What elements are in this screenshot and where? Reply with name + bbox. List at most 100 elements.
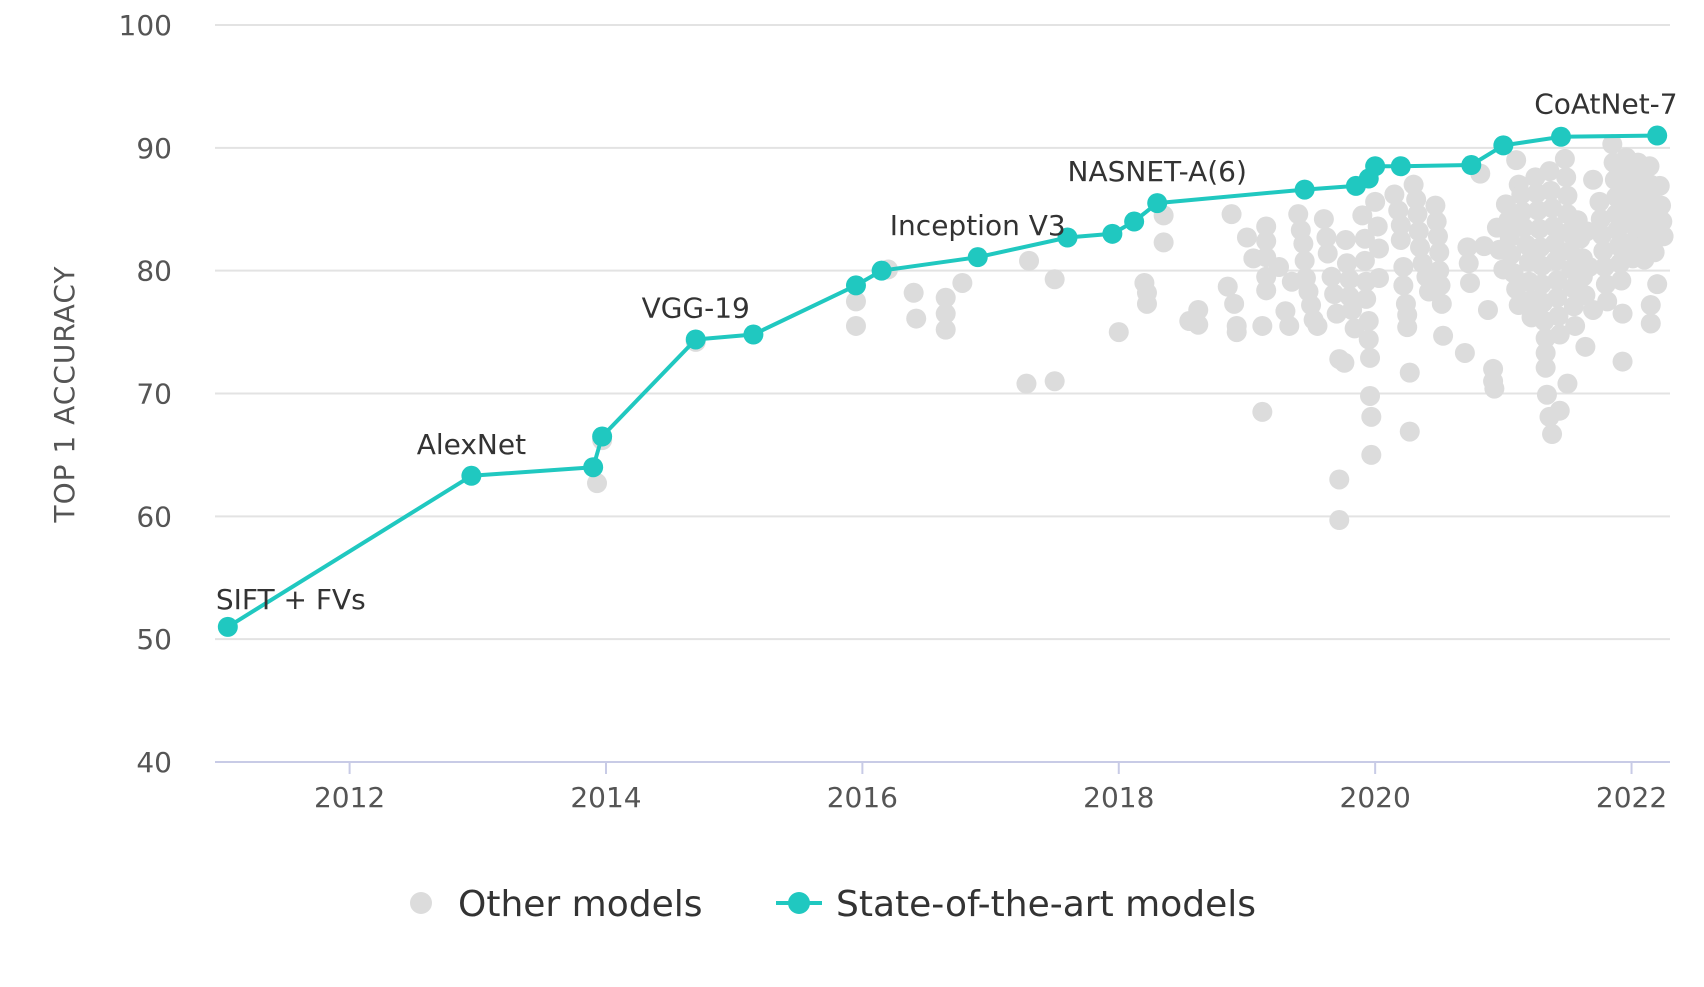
other-model-point[interactable] xyxy=(1429,260,1450,281)
other-model-point[interactable] xyxy=(1224,293,1245,314)
sota-series-points[interactable] xyxy=(217,125,1668,637)
other-model-point[interactable] xyxy=(1557,373,1578,394)
other-model-point[interactable] xyxy=(1044,269,1065,290)
other-model-point[interactable] xyxy=(1597,291,1618,312)
other-model-point[interactable] xyxy=(1288,204,1309,225)
other-model-point[interactable] xyxy=(1535,342,1556,363)
other-model-point[interactable] xyxy=(1399,362,1420,383)
other-model-point[interactable] xyxy=(845,315,866,336)
other-model-point[interactable] xyxy=(1252,315,1273,336)
other-model-point[interactable] xyxy=(1576,221,1597,242)
other-model-point[interactable] xyxy=(1188,299,1209,320)
other-model-point[interactable] xyxy=(1313,209,1334,230)
other-model-point[interactable] xyxy=(1217,276,1238,297)
other-model-point[interactable] xyxy=(1540,180,1561,201)
other-model-point[interactable] xyxy=(1226,315,1247,336)
other-model-point[interactable] xyxy=(1236,227,1257,248)
legend[interactable]: Other models State-of-the-art models xyxy=(410,884,1256,925)
other-model-point[interactable] xyxy=(1589,191,1610,212)
other-model-point[interactable] xyxy=(1512,201,1533,222)
other-model-point[interactable] xyxy=(1602,134,1623,155)
other-model-point[interactable] xyxy=(1367,216,1388,237)
sota-model-point[interactable] xyxy=(583,457,604,478)
other-model-point[interactable] xyxy=(1369,268,1389,289)
other-model-point[interactable] xyxy=(1543,216,1564,237)
other-model-point[interactable] xyxy=(587,473,608,494)
other-model-point[interactable] xyxy=(1358,311,1379,332)
sota-model-point[interactable] xyxy=(217,616,238,637)
other-model-point[interactable] xyxy=(1557,185,1578,206)
sota-series-line[interactable] xyxy=(226,133,1658,629)
other-model-point[interactable] xyxy=(1407,204,1428,225)
other-model-point[interactable] xyxy=(1324,284,1345,305)
other-model-point[interactable] xyxy=(1495,194,1516,215)
other-model-point[interactable] xyxy=(845,291,866,312)
other-model-point[interactable] xyxy=(1361,444,1382,465)
other-model-point[interactable] xyxy=(1454,342,1475,363)
other-model-point[interactable] xyxy=(1252,401,1273,422)
other-model-point[interactable] xyxy=(1554,148,1575,169)
sota-model-point[interactable] xyxy=(743,324,764,345)
other-model-point[interactable] xyxy=(1506,150,1527,171)
other-model-point[interactable] xyxy=(1511,184,1532,205)
sota-model-point[interactable] xyxy=(1124,211,1145,232)
other-model-point[interactable] xyxy=(1547,270,1568,291)
other-model-point[interactable] xyxy=(1256,280,1277,301)
other-model-point[interactable] xyxy=(1427,226,1448,247)
other-model-point[interactable] xyxy=(1612,351,1633,372)
other-model-point[interactable] xyxy=(1369,238,1389,259)
other-model-point[interactable] xyxy=(1575,285,1596,306)
other-model-point[interactable] xyxy=(1477,299,1498,320)
other-model-point[interactable] xyxy=(903,282,924,303)
other-model-point[interactable] xyxy=(1575,336,1596,357)
other-model-point[interactable] xyxy=(1474,236,1495,257)
other-model-point[interactable] xyxy=(1256,216,1277,237)
other-model-point[interactable] xyxy=(1352,205,1373,226)
other-model-point[interactable] xyxy=(1513,217,1534,238)
other-model-point[interactable] xyxy=(1545,250,1566,271)
other-model-point[interactable] xyxy=(1326,303,1347,324)
sota-model-point[interactable] xyxy=(592,426,613,447)
other-model-point[interactable] xyxy=(1590,209,1611,230)
other-model-point[interactable] xyxy=(1544,233,1565,254)
other-model-point[interactable] xyxy=(1016,373,1037,394)
other-model-point[interactable] xyxy=(1556,167,1577,188)
other-model-point[interactable] xyxy=(1503,263,1524,284)
other-model-point[interactable] xyxy=(1457,237,1478,258)
other-model-point[interactable] xyxy=(1329,510,1350,531)
other-model-point[interactable] xyxy=(1342,299,1363,320)
other-model-point[interactable] xyxy=(1579,256,1600,277)
other-model-point[interactable] xyxy=(1361,406,1382,427)
other-model-point[interactable] xyxy=(1639,156,1660,177)
other-model-point[interactable] xyxy=(1301,295,1322,316)
sota-model-point[interactable] xyxy=(1647,125,1668,146)
sota-model-point[interactable] xyxy=(685,329,706,350)
other-model-point[interactable] xyxy=(1426,211,1447,232)
other-model-point[interactable] xyxy=(1652,211,1673,232)
other-model-point[interactable] xyxy=(1499,227,1520,248)
other-model-point[interactable] xyxy=(1393,256,1414,277)
other-model-point[interactable] xyxy=(1408,221,1429,242)
sota-model-point[interactable] xyxy=(1102,223,1123,244)
other-model-point[interactable] xyxy=(1256,231,1277,252)
sota-model-point[interactable] xyxy=(1057,227,1078,248)
other-model-point[interactable] xyxy=(1279,315,1300,336)
other-model-point[interactable] xyxy=(1542,424,1563,445)
other-model-point[interactable] xyxy=(1430,275,1451,296)
other-model-point[interactable] xyxy=(1044,371,1065,392)
other-model-point[interactable] xyxy=(1335,229,1356,250)
other-model-point[interactable] xyxy=(1399,421,1420,442)
other-model-point[interactable] xyxy=(1593,241,1614,262)
sota-model-point[interactable] xyxy=(1461,155,1482,176)
other-model-point[interactable] xyxy=(1269,256,1290,277)
sota-model-point[interactable] xyxy=(1493,135,1514,156)
other-model-point[interactable] xyxy=(1647,274,1668,295)
other-model-point[interactable] xyxy=(1390,215,1411,236)
other-model-point[interactable] xyxy=(1431,293,1452,314)
sota-model-point[interactable] xyxy=(1390,156,1411,177)
other-model-point[interactable] xyxy=(1531,274,1552,295)
legend-sota-label[interactable]: State-of-the-art models xyxy=(836,884,1256,925)
other-model-point[interactable] xyxy=(1188,314,1209,335)
other-model-point[interactable] xyxy=(1549,324,1570,345)
other-model-point[interactable] xyxy=(906,308,927,329)
